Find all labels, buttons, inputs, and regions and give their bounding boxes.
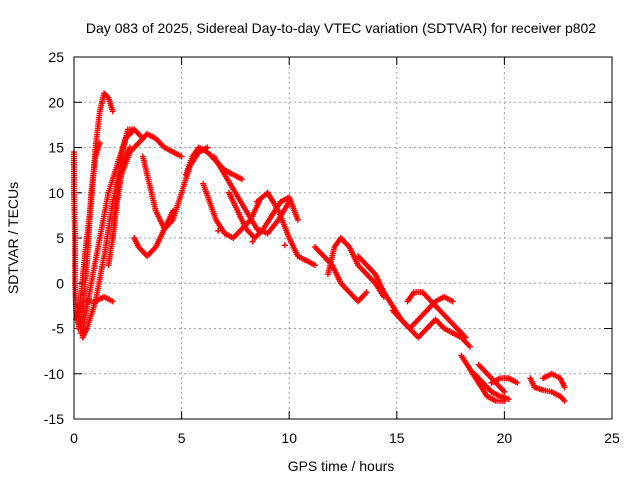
- y-tick-label: 20: [48, 94, 64, 110]
- y-tick-label: -10: [44, 366, 64, 382]
- data-point-marker: [561, 397, 568, 404]
- isolated-data-point: [215, 227, 222, 234]
- y-axis-label: SDTVAR / TECUs: [5, 182, 21, 294]
- data-point-marker: [561, 384, 568, 391]
- axis-ticks: 0 5 10 15 20 25 -15 -10 -5 0 5 10 15 20 25: [44, 49, 620, 446]
- x-tick-label: 0: [70, 430, 78, 446]
- data-point-marker: [514, 379, 521, 386]
- data-point-marker: [312, 262, 319, 269]
- data-point-marker: [178, 153, 185, 160]
- chart-title: Day 083 of 2025, Sidereal Day-to-day VTE…: [86, 20, 596, 36]
- data-point-marker: [109, 108, 116, 115]
- data-point-marker: [449, 298, 456, 305]
- x-tick-label: 20: [497, 430, 513, 446]
- grid-lines: [74, 57, 612, 419]
- x-axis-label: GPS time / hours: [288, 458, 395, 474]
- y-tick-label: -5: [52, 321, 65, 337]
- y-tick-label: 10: [48, 185, 64, 201]
- x-tick-label: 25: [604, 430, 620, 446]
- y-tick-label: 15: [48, 140, 64, 156]
- isolated-data-point: [249, 238, 256, 245]
- data-point-marker: [466, 343, 473, 350]
- data-point-marker: [294, 216, 301, 223]
- y-tick-label: 25: [48, 49, 64, 65]
- x-tick-label: 5: [178, 430, 186, 446]
- data-point-marker: [96, 139, 103, 146]
- data-point-marker: [501, 388, 508, 395]
- x-tick-label: 15: [389, 430, 405, 446]
- data-point-marker: [109, 298, 116, 305]
- x-tick-label: 10: [281, 430, 297, 446]
- isolated-data-point: [281, 242, 288, 249]
- plot-frame: [73, 56, 613, 420]
- data-point-marker: [363, 289, 370, 296]
- data-point-marker: [129, 126, 136, 133]
- y-tick-label: 5: [56, 230, 64, 246]
- data-point-marker: [505, 396, 512, 403]
- data-point-marker: [238, 176, 245, 183]
- data-markers: [71, 90, 568, 404]
- y-tick-label: -15: [44, 411, 64, 427]
- y-tick-label: 0: [56, 275, 64, 291]
